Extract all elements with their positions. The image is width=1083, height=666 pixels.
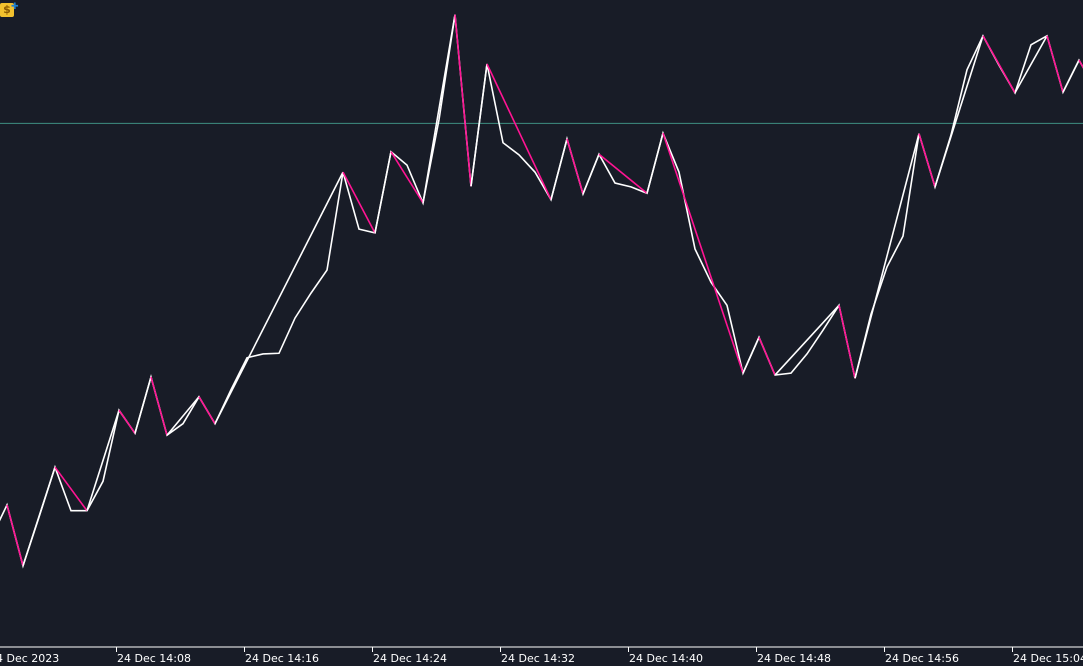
zigzag-up-leg xyxy=(86,409,120,511)
zigzag-down-leg xyxy=(982,35,1016,94)
price-series xyxy=(0,14,1083,569)
zigzag-down-leg xyxy=(662,132,744,374)
zigzag-up-leg xyxy=(1014,35,1048,94)
zigzag-down-leg xyxy=(566,138,584,195)
zigzag-down-leg xyxy=(390,151,424,204)
zigzag-up-leg xyxy=(550,138,568,200)
zigzag-up-leg xyxy=(22,466,56,567)
zigzag-down-leg xyxy=(1046,35,1064,93)
zigzag-down-leg xyxy=(198,396,216,425)
x-tick-label: 24 Dec 14:16 xyxy=(245,652,319,665)
zigzag-down-leg xyxy=(54,466,88,512)
plus-icon: ✚ xyxy=(11,2,19,12)
dollar-signal-icon[interactable]: $ ✚ xyxy=(0,3,19,17)
zigzag-up-leg xyxy=(422,14,456,204)
zigzag-up-leg xyxy=(774,304,840,376)
x-tick-label: 24 Dec 14:40 xyxy=(629,652,703,665)
zigzag-up-leg xyxy=(854,133,920,379)
x-tick-label: 24 Dec 2023 xyxy=(0,652,59,665)
zigzag-down-leg xyxy=(758,336,776,376)
time-axis[interactable]: 24 Dec 2023 24 Dec 14:08 24 Dec 14:16 24 De… xyxy=(0,647,1083,665)
x-tick-label: 24 Dec 14:08 xyxy=(117,652,191,665)
zigzag-down-leg xyxy=(6,504,24,566)
zigzag-up-leg xyxy=(470,63,488,187)
x-tick-label: 24 Dec 14:56 xyxy=(885,652,959,665)
x-tick-label: 24 Dec 15:04 xyxy=(1013,652,1083,665)
zigzag-down-leg xyxy=(118,409,136,434)
zigzag-down-leg xyxy=(342,171,376,234)
zigzag-up-leg xyxy=(134,376,152,434)
zigzag-up-leg xyxy=(742,336,760,374)
zigzag-up-leg xyxy=(646,132,664,194)
zigzag-up-leg xyxy=(934,35,984,188)
zigzag-up-leg xyxy=(1062,59,1080,93)
zigzag-down-leg xyxy=(1078,59,1083,69)
x-tick-label: 24 Dec 14:32 xyxy=(501,652,575,665)
zigzag-down-leg xyxy=(454,14,472,187)
price-line xyxy=(0,14,1083,569)
zigzag-down-leg xyxy=(918,133,936,188)
zigzag-up-leg xyxy=(166,396,200,436)
zigzag-down-leg xyxy=(598,153,648,194)
zigzag-up-leg xyxy=(374,151,392,234)
zigzag-down-leg xyxy=(150,376,168,436)
zigzag-down-leg xyxy=(838,305,856,379)
x-tick-label: 24 Dec 14:24 xyxy=(373,652,447,665)
zigzag-up-leg xyxy=(214,171,344,425)
zigzag-up-leg xyxy=(582,153,600,195)
x-tick-label: 24 Dec 14:48 xyxy=(757,652,831,665)
zigzag-series xyxy=(6,14,1083,567)
zigzag-down-leg xyxy=(486,63,552,201)
